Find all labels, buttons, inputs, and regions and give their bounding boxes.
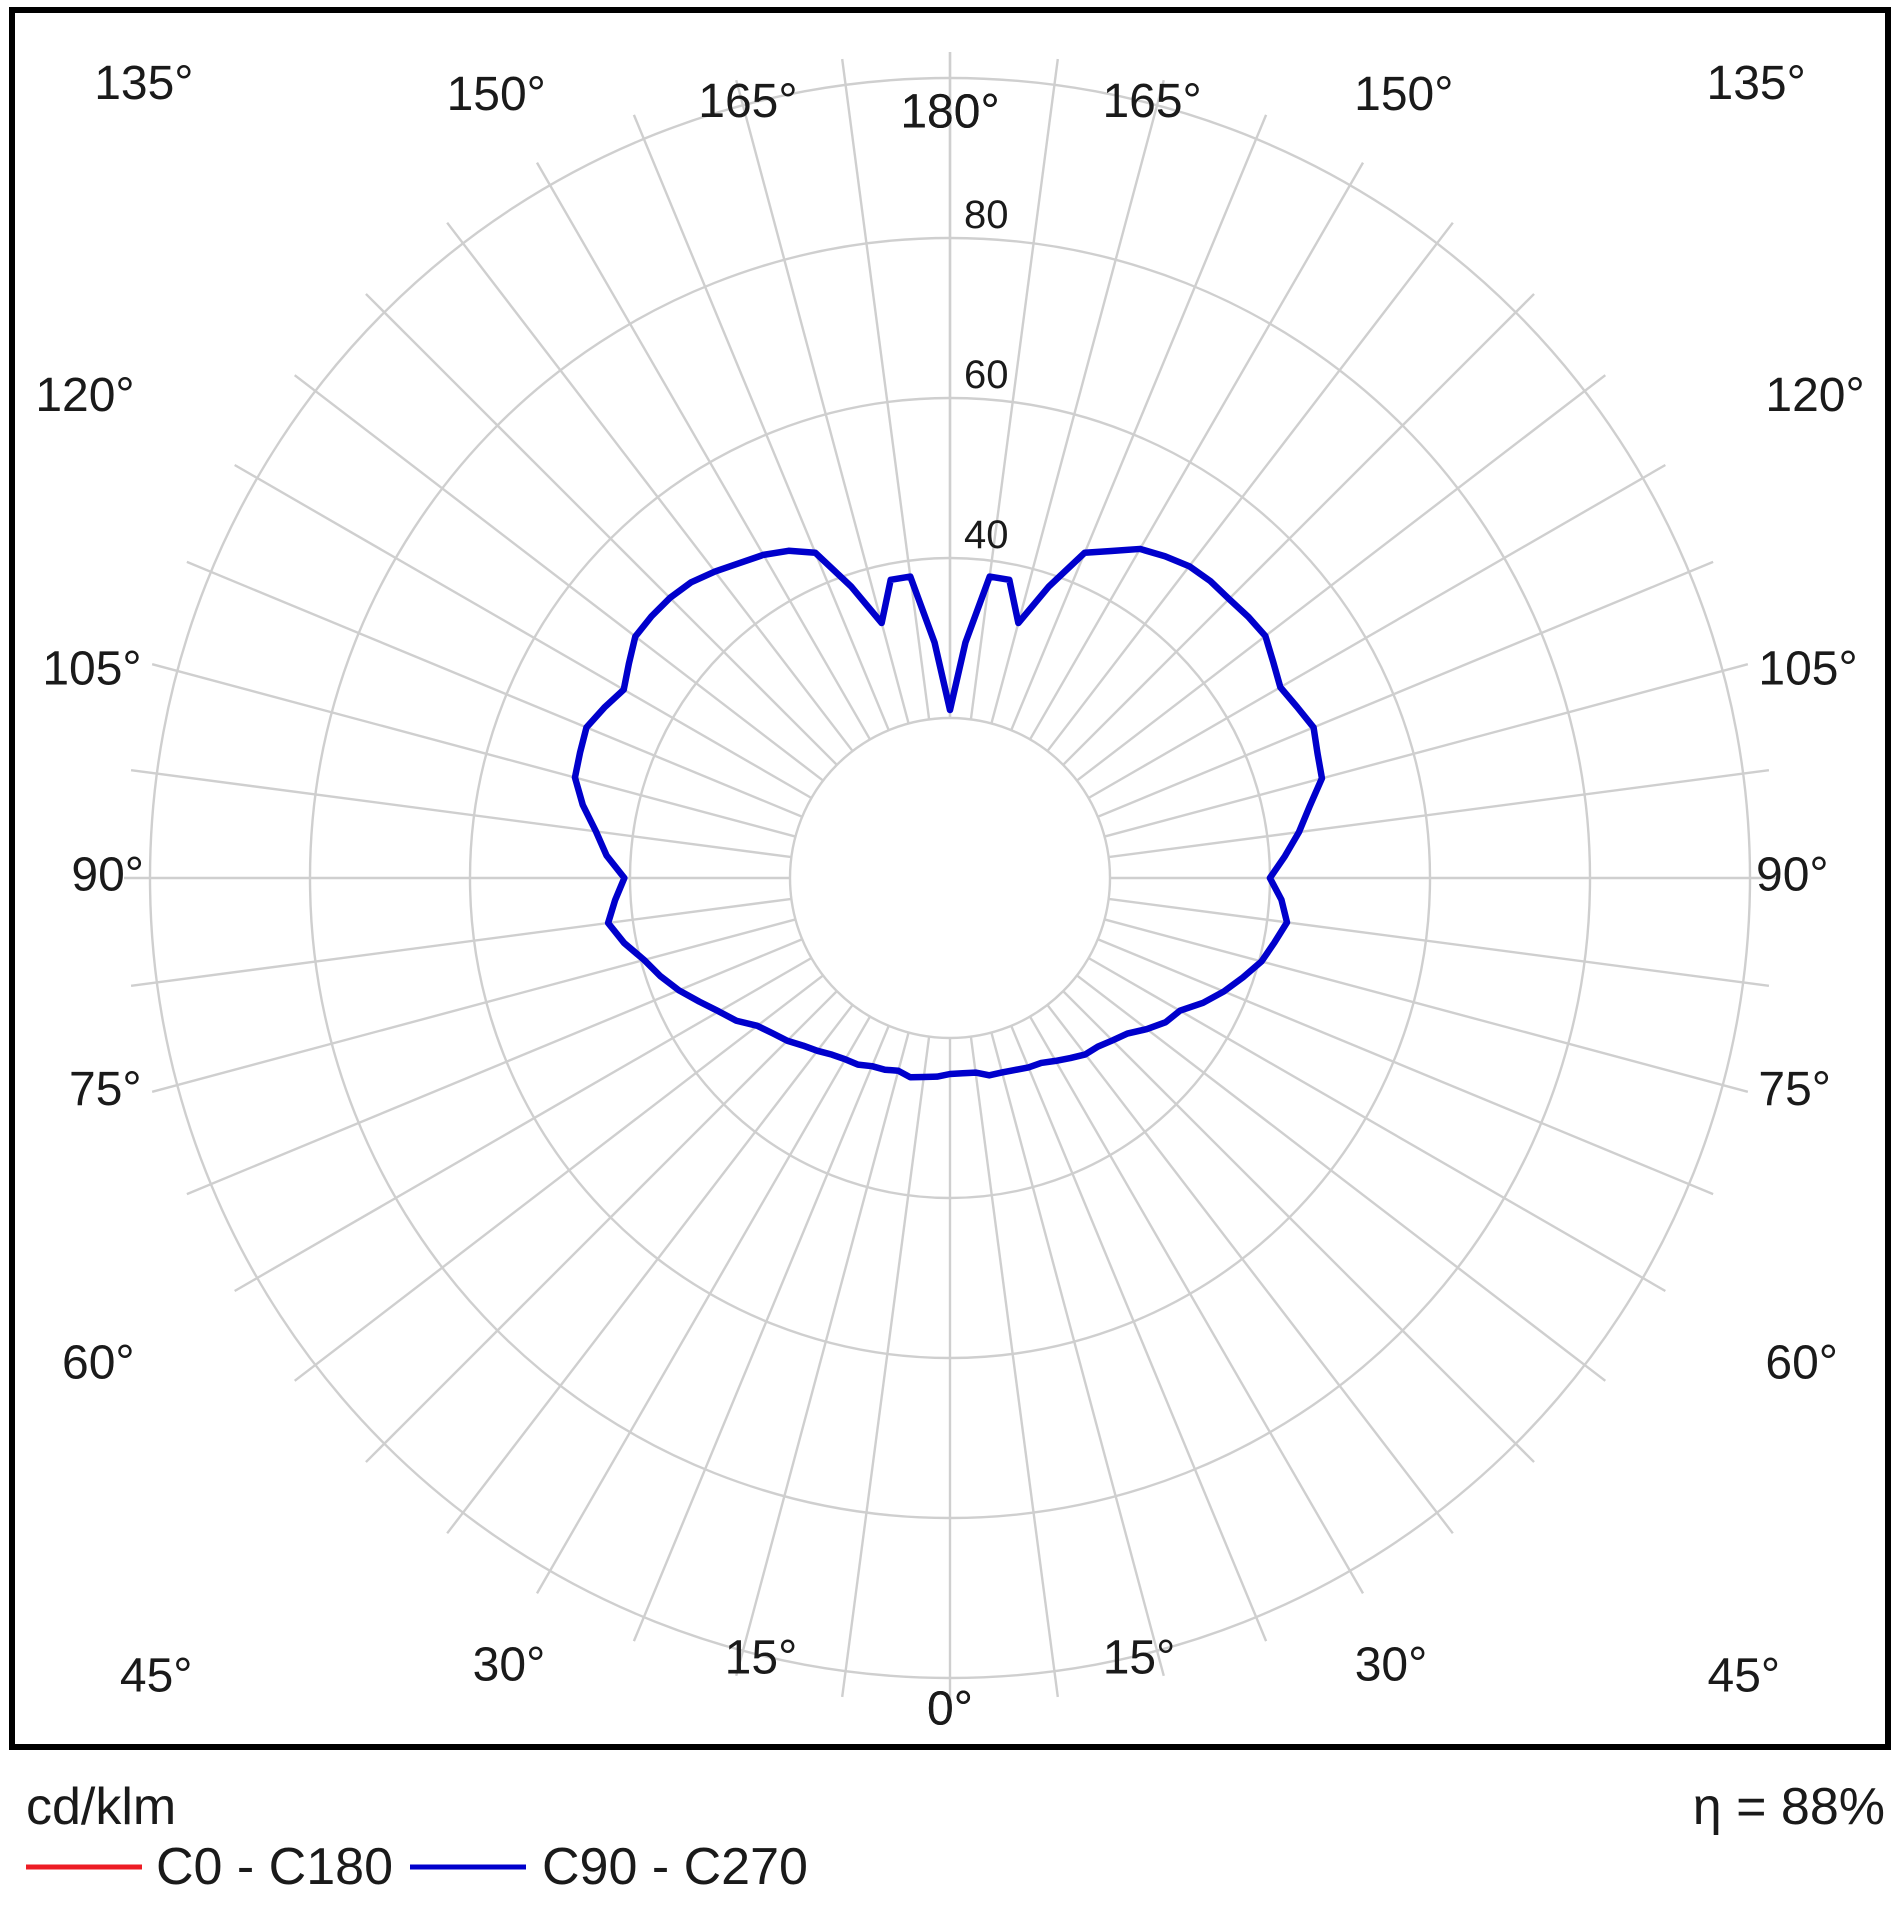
svg-text:30°: 30°	[473, 1638, 546, 1691]
svg-text:180°: 180°	[900, 86, 999, 139]
svg-text:15°: 15°	[725, 1631, 798, 1684]
svg-text:90°: 90°	[1756, 849, 1829, 902]
svg-text:60: 60	[964, 353, 1009, 397]
svg-text:135°: 135°	[94, 57, 193, 110]
svg-text:165°: 165°	[698, 75, 797, 128]
svg-text:75°: 75°	[69, 1063, 142, 1116]
svg-text:cd/klm: cd/klm	[26, 1778, 176, 1836]
svg-text:150°: 150°	[1354, 68, 1453, 121]
svg-text:90°: 90°	[71, 849, 144, 902]
svg-text:105°: 105°	[1758, 642, 1857, 695]
svg-text:40: 40	[964, 513, 1009, 557]
svg-text:165°: 165°	[1102, 75, 1201, 128]
svg-text:150°: 150°	[447, 68, 546, 121]
svg-text:105°: 105°	[42, 642, 141, 695]
svg-text:C0 - C180: C0 - C180	[156, 1838, 393, 1896]
svg-text:80: 80	[964, 193, 1009, 237]
svg-text:45°: 45°	[1708, 1650, 1781, 1703]
svg-text:60°: 60°	[1765, 1337, 1838, 1390]
svg-text:η = 88%: η = 88%	[1693, 1778, 1885, 1836]
svg-text:15°: 15°	[1103, 1631, 1176, 1684]
svg-text:0°: 0°	[927, 1683, 973, 1736]
svg-text:C90 - C270: C90 - C270	[542, 1838, 808, 1896]
svg-text:45°: 45°	[120, 1650, 193, 1703]
svg-text:60°: 60°	[62, 1337, 135, 1390]
svg-text:120°: 120°	[1765, 369, 1864, 422]
svg-text:75°: 75°	[1758, 1063, 1831, 1116]
svg-text:120°: 120°	[35, 369, 134, 422]
svg-text:135°: 135°	[1707, 57, 1806, 110]
svg-text:30°: 30°	[1355, 1638, 1428, 1691]
